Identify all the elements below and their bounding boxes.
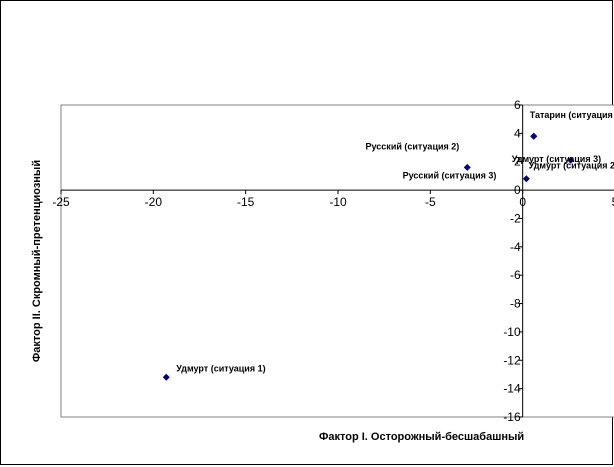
data-label: Русский (ситуация 3) (403, 171, 497, 181)
data-label: Удмурт (ситуация 1) (176, 363, 265, 373)
data-point (522, 175, 530, 183)
tick-labels: -25 -20 -15 -10 -5 0 5 6 4 2 0 -2 -4 -6 -8 -10 -12 -14 -16 (52, 98, 614, 424)
y-tick-label: 0 (514, 183, 521, 197)
x-tick-label: -10 (329, 195, 347, 209)
data-point (463, 163, 471, 171)
x-axis-label: Фактор I. Осторожный-бесшабашный (319, 431, 525, 443)
x-tick-label: -15 (237, 195, 255, 209)
y-tick-label: -14 (503, 382, 521, 396)
x-tick-label: -20 (145, 195, 163, 209)
x-tick-label: 0 (519, 195, 526, 209)
plot-area (60, 104, 614, 418)
y-tick-label: -8 (510, 297, 521, 311)
data-point (567, 156, 575, 164)
y-tick-label: -4 (510, 240, 521, 254)
data-label: Татарин (ситуация 3 (530, 110, 614, 120)
y-axis-label: Фактор II. Скромный-претенциозный (31, 159, 43, 363)
data-label: Удмурт (ситуация 3) (512, 154, 601, 164)
x-tick-label: 5 (612, 195, 614, 209)
data-label: Русский (ситуация 2) (366, 141, 460, 151)
point-labels: Удмурт (ситуация 1) Русский (ситуация 2) Р… (176, 110, 614, 373)
data-points (162, 132, 575, 381)
y-tick-label: -16 (503, 410, 521, 424)
y-tick-label: -10 (503, 325, 521, 339)
y-tick-label: -6 (510, 268, 521, 282)
data-point (162, 373, 170, 381)
y-tick-label: 2 (514, 155, 521, 169)
x-tick-label: -25 (52, 195, 70, 209)
y-tick-label: 4 (514, 126, 521, 140)
data-point (530, 132, 538, 140)
y-tick-label: -12 (503, 353, 521, 367)
y-tick-label: 6 (514, 98, 521, 112)
y-tick-label: -2 (510, 211, 521, 225)
data-label: Удмурт (ситуация 2) (529, 160, 614, 170)
x-tick-label: -5 (425, 195, 436, 209)
